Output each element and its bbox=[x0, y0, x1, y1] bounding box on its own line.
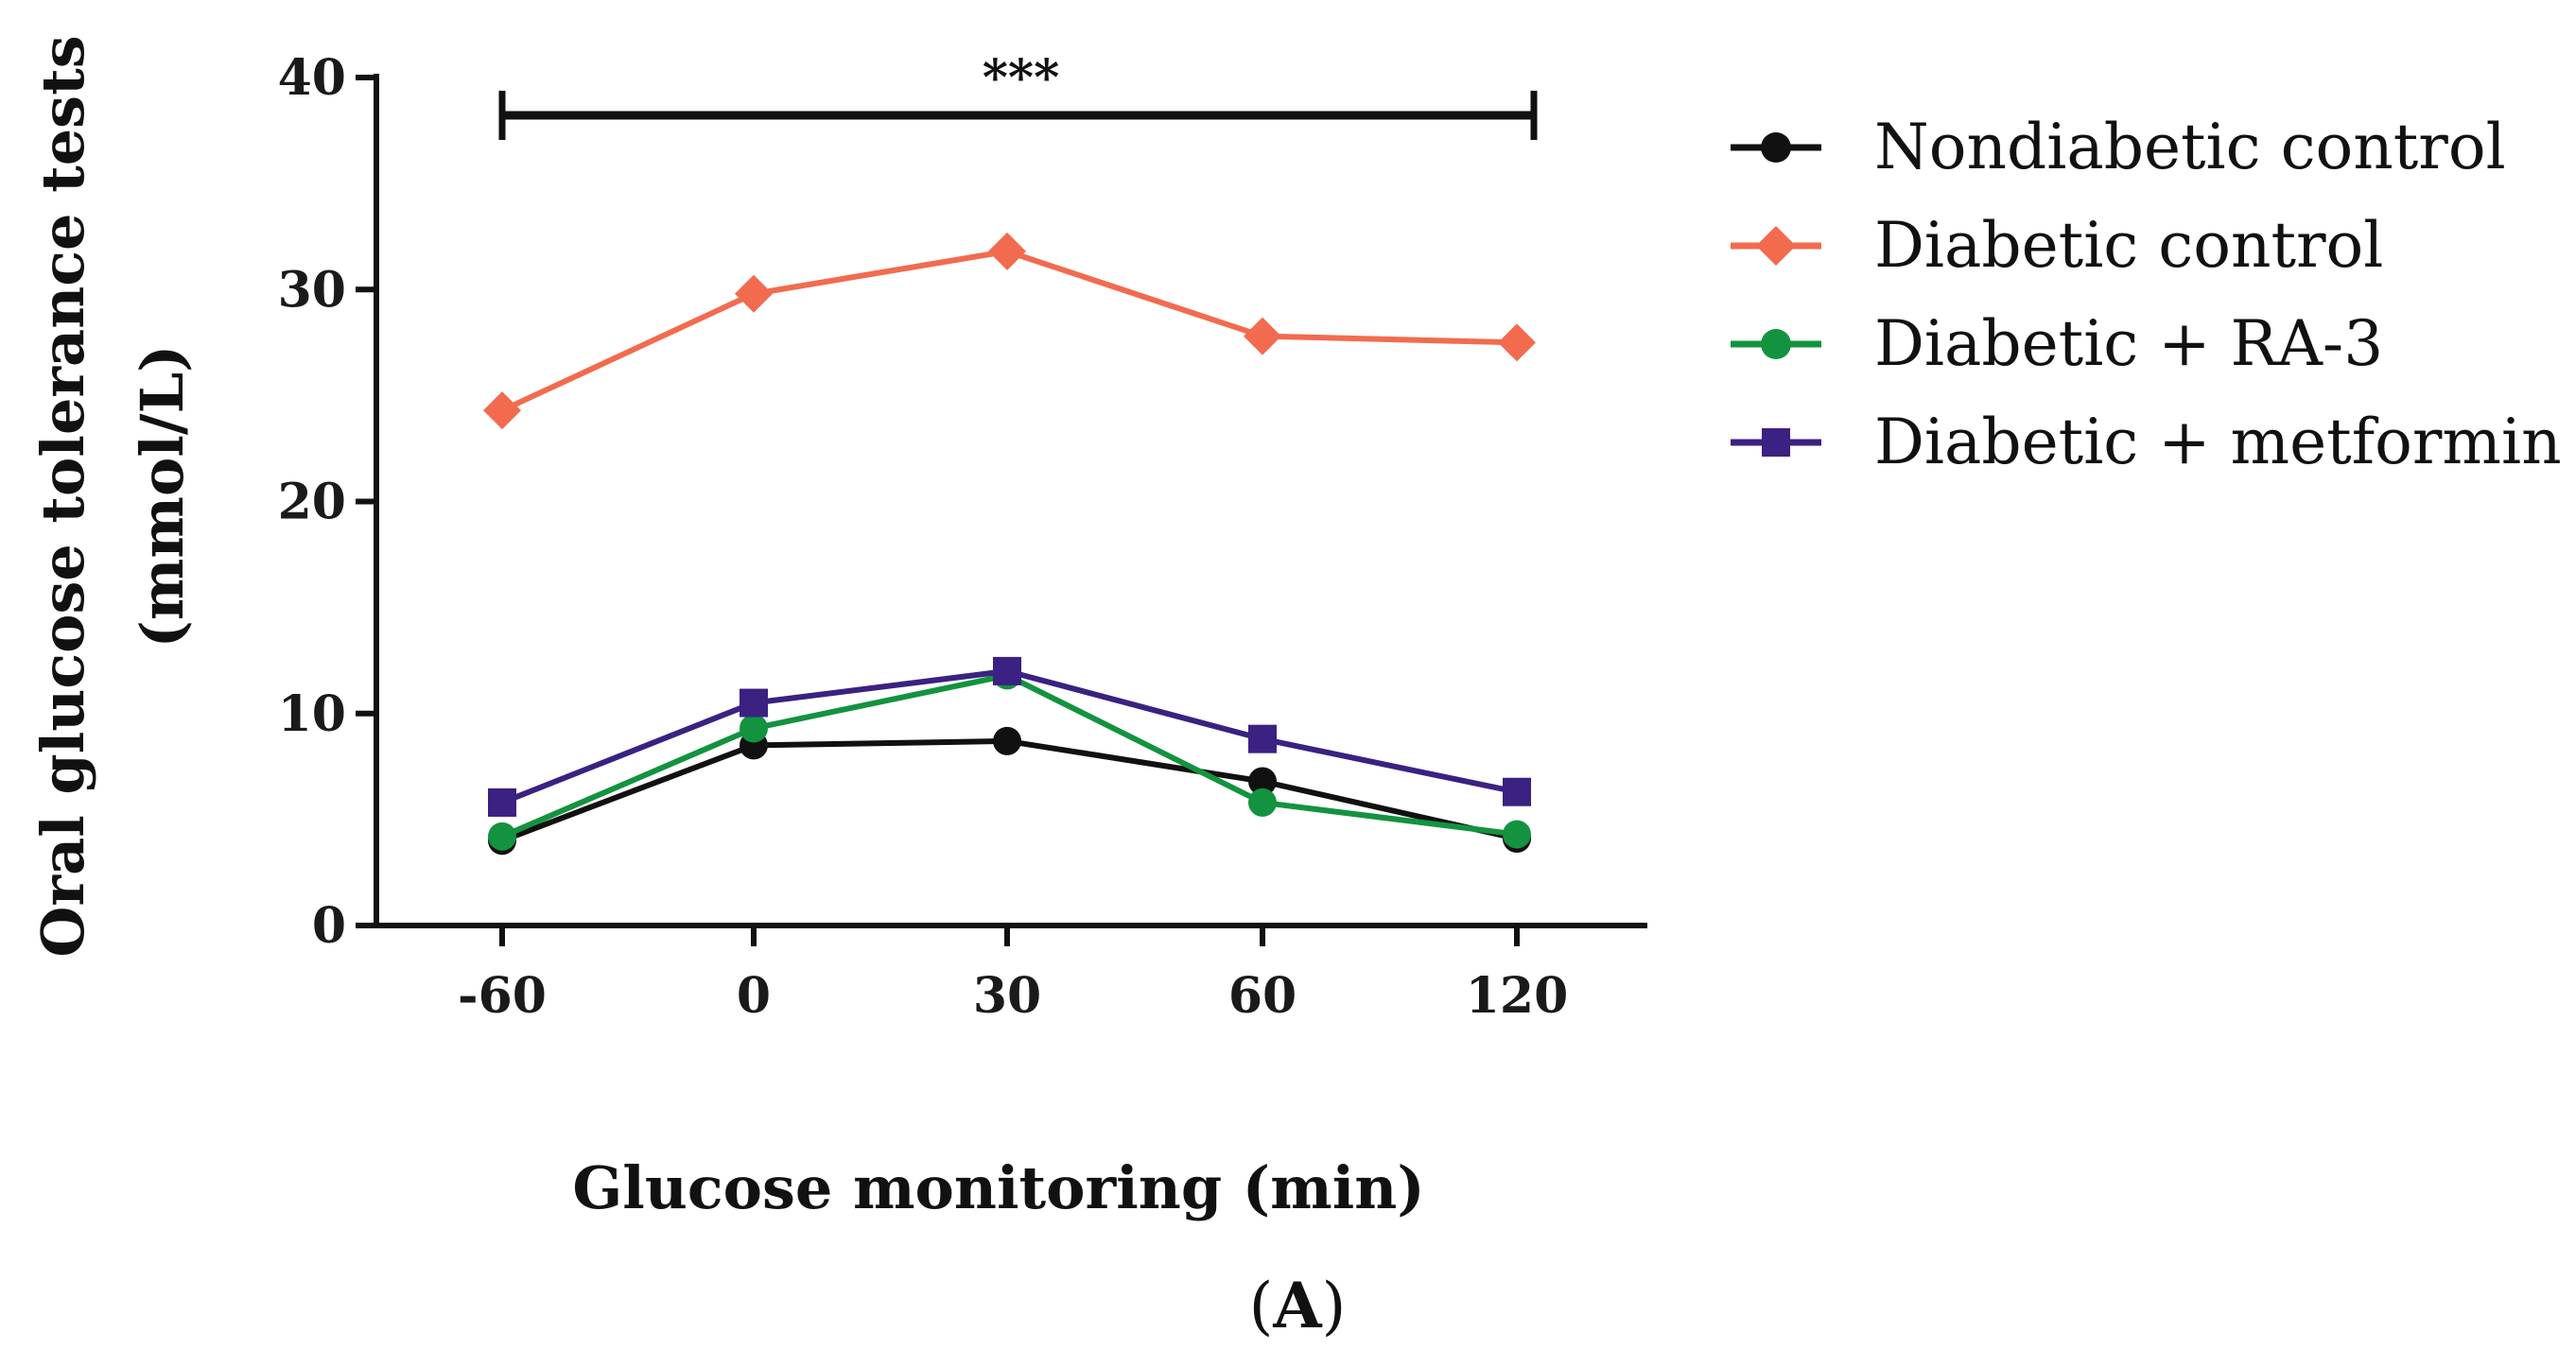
data-point bbox=[1248, 724, 1277, 753]
data-point bbox=[1498, 323, 1536, 362]
legend-swatch-marker bbox=[1762, 428, 1790, 457]
data-point bbox=[740, 714, 768, 743]
panel-label-open: ( bbox=[1249, 1270, 1274, 1342]
legend: Nondiabetic control Diabetic control Diabe… bbox=[1731, 111, 2562, 478]
plot-series bbox=[483, 232, 1536, 856]
legend-label: Diabetic + metformin bbox=[1874, 406, 2562, 478]
data-point bbox=[483, 391, 521, 430]
legend-item: Diabetic + metformin bbox=[1731, 406, 2562, 478]
data-point bbox=[1503, 777, 1531, 806]
legend-item: Diabetic control bbox=[1731, 209, 2383, 282]
x-tick-label: -60 bbox=[458, 967, 547, 1025]
x-tick-label: 30 bbox=[973, 967, 1041, 1025]
legend-label: Diabetic + RA-3 bbox=[1874, 307, 2383, 380]
y-tick-label: 0 bbox=[312, 897, 346, 955]
x-tick-label: 60 bbox=[1228, 967, 1297, 1025]
data-point bbox=[488, 787, 516, 817]
data-point bbox=[1503, 820, 1531, 849]
legend-swatch-marker bbox=[1761, 329, 1791, 359]
legend-item: Nondiabetic control bbox=[1731, 111, 2506, 183]
data-point bbox=[993, 656, 1021, 685]
panel-label: (A) bbox=[1249, 1269, 1347, 1342]
significance-bracket: *** bbox=[498, 49, 1538, 140]
legend-swatch-marker bbox=[1761, 132, 1791, 163]
y-tick-label: 30 bbox=[278, 261, 346, 319]
legend-item: Diabetic + RA-3 bbox=[1731, 307, 2383, 380]
legend-label: Diabetic control bbox=[1874, 209, 2383, 282]
data-point bbox=[1244, 317, 1281, 355]
data-point bbox=[740, 688, 768, 718]
data-point bbox=[735, 274, 773, 313]
legend-swatch-marker bbox=[1756, 226, 1796, 266]
series-2 bbox=[488, 661, 1531, 851]
data-point bbox=[1248, 787, 1277, 817]
series-1 bbox=[483, 232, 1536, 430]
series-line bbox=[500, 248, 1518, 413]
y-tick-label: 20 bbox=[278, 474, 346, 531]
data-point bbox=[1248, 767, 1277, 796]
series-line bbox=[500, 737, 1518, 844]
y-axis-ticks: 0 10 20 30 40 bbox=[278, 49, 376, 955]
y-tick-label: 40 bbox=[278, 49, 346, 107]
x-tick-label: 120 bbox=[1466, 967, 1569, 1025]
significance-label: *** bbox=[983, 49, 1060, 107]
x-axis-title: Glucose monitoring (min) bbox=[572, 1153, 1424, 1222]
series-line bbox=[500, 672, 1518, 839]
data-point bbox=[988, 232, 1026, 270]
axes bbox=[374, 74, 1647, 928]
data-point bbox=[993, 726, 1021, 755]
x-axis-ticks: -60 0 30 60 120 bbox=[458, 926, 1568, 1025]
y-tick-label: 10 bbox=[278, 685, 346, 743]
x-tick-label: 0 bbox=[737, 967, 771, 1025]
y-axis-title-line2: (mmol/L) bbox=[128, 344, 197, 648]
data-point bbox=[488, 822, 516, 851]
panel-label-letter: A bbox=[1272, 1269, 1322, 1342]
legend-label: Nondiabetic control bbox=[1874, 111, 2506, 183]
panel-label-close: ) bbox=[1322, 1270, 1347, 1342]
y-axis-title-line1: Oral glucose tolerance tests bbox=[28, 35, 97, 957]
series-3 bbox=[488, 656, 1531, 817]
